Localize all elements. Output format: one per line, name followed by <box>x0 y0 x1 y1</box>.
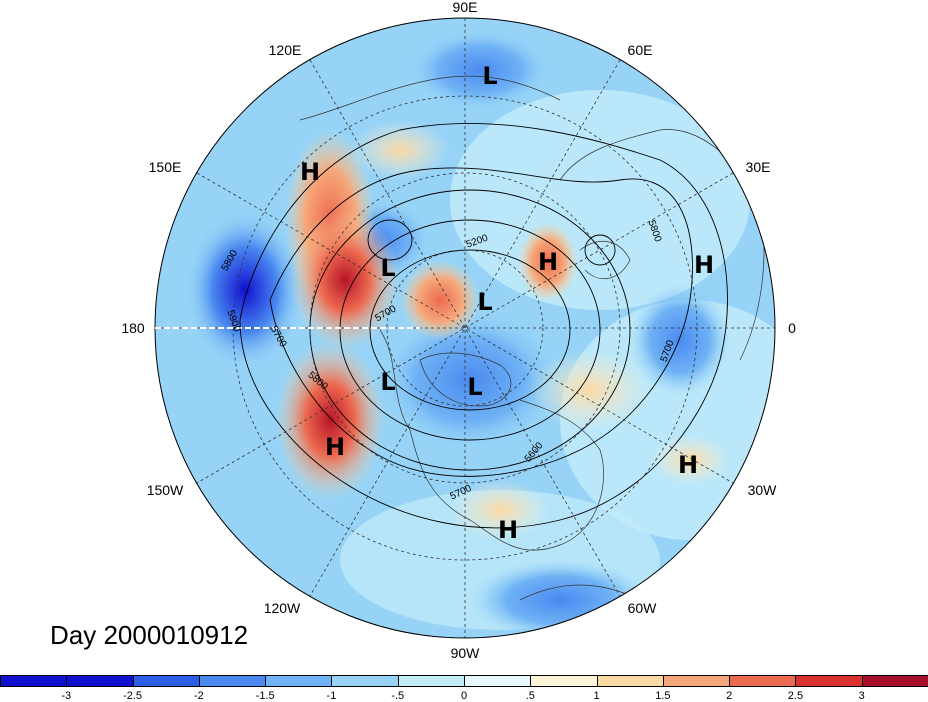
colorbar-swatch <box>331 675 399 687</box>
colorbar-tick-label: -.5 <box>391 690 405 702</box>
lon-label-30E: 30E <box>746 159 771 175</box>
high-center-atlantic: H <box>678 451 698 479</box>
height-contours <box>239 122 728 529</box>
low-center-bering: L <box>380 254 395 282</box>
colorbar-tick-label: -1 <box>326 690 337 702</box>
lon-label-180: 180 <box>121 320 145 336</box>
high-center-europe: H <box>694 251 714 279</box>
colorbar-swatch <box>464 675 532 687</box>
high-center-scandinavia: H <box>538 248 558 276</box>
lon-label-120W: 120W <box>264 600 301 616</box>
colorbar-swatch <box>265 675 333 687</box>
lon-label-120E: 120E <box>269 42 302 58</box>
colorbar-tick-label: -3 <box>61 690 72 702</box>
colorbar-tick-label: -1.5 <box>255 690 275 702</box>
colorbar-tick-label: 2.5 <box>787 690 804 702</box>
lon-label-30W: 30W <box>748 482 778 498</box>
high-center-east-asia: H <box>300 158 320 186</box>
colorbar-tick-label: 1.5 <box>655 690 671 702</box>
colorbar-swatch <box>530 675 598 687</box>
colorbar-tick-label: 0 <box>460 690 468 702</box>
low-center-siberia: L <box>482 62 497 90</box>
colorbar-swatch <box>662 675 731 687</box>
lon-label-90E: 90E <box>453 0 478 15</box>
lon-label-90W: 90W <box>451 645 481 661</box>
lon-label-150E: 150E <box>149 159 182 175</box>
colorbar-swatch <box>795 675 863 687</box>
colorbar-swatch <box>132 675 200 687</box>
colorbar-tick-label: 1 <box>593 690 600 702</box>
colorbar-tick-label: 2 <box>726 690 733 702</box>
day-label: Day 2000010912 <box>50 620 249 650</box>
colorbar-tick-label: -2.5 <box>123 690 143 702</box>
low-center-arctic: L <box>477 288 492 316</box>
colorbar: -3 -2.5 -2 -1.5 -1 -.5 0 .5 1 1.5 2 2.5 3 <box>0 675 928 702</box>
colorbar-swatch <box>198 675 267 687</box>
low-center-hudson: L <box>467 373 482 401</box>
lon-label-60E: 60E <box>628 42 653 58</box>
anomaly-shading <box>155 18 775 638</box>
lon-label-0: 0 <box>788 320 796 336</box>
low-center-alaska: L <box>380 368 395 396</box>
lon-label-60W: 60W <box>628 600 658 616</box>
colorbar-swatch <box>66 675 134 687</box>
lon-label-150W: 150W <box>147 482 184 498</box>
high-center-caribbean: H <box>498 516 518 544</box>
colorbar-swatch <box>861 675 928 687</box>
colorbar-swatch <box>729 675 797 687</box>
colorbar-tick-label: .5 <box>525 690 535 702</box>
colorbar-tick-label: 3 <box>858 690 865 702</box>
polar-stereographic-map: 90E 120E 60E 150E 30E 180 0 150W 30W 120… <box>121 0 796 661</box>
colorbar-swatch <box>596 675 664 687</box>
colorbar-swatch <box>397 675 465 687</box>
colorbar-tick-label: -2 <box>193 690 204 702</box>
high-center-pacific: H <box>325 433 345 461</box>
colorbar-swatch <box>0 675 68 687</box>
